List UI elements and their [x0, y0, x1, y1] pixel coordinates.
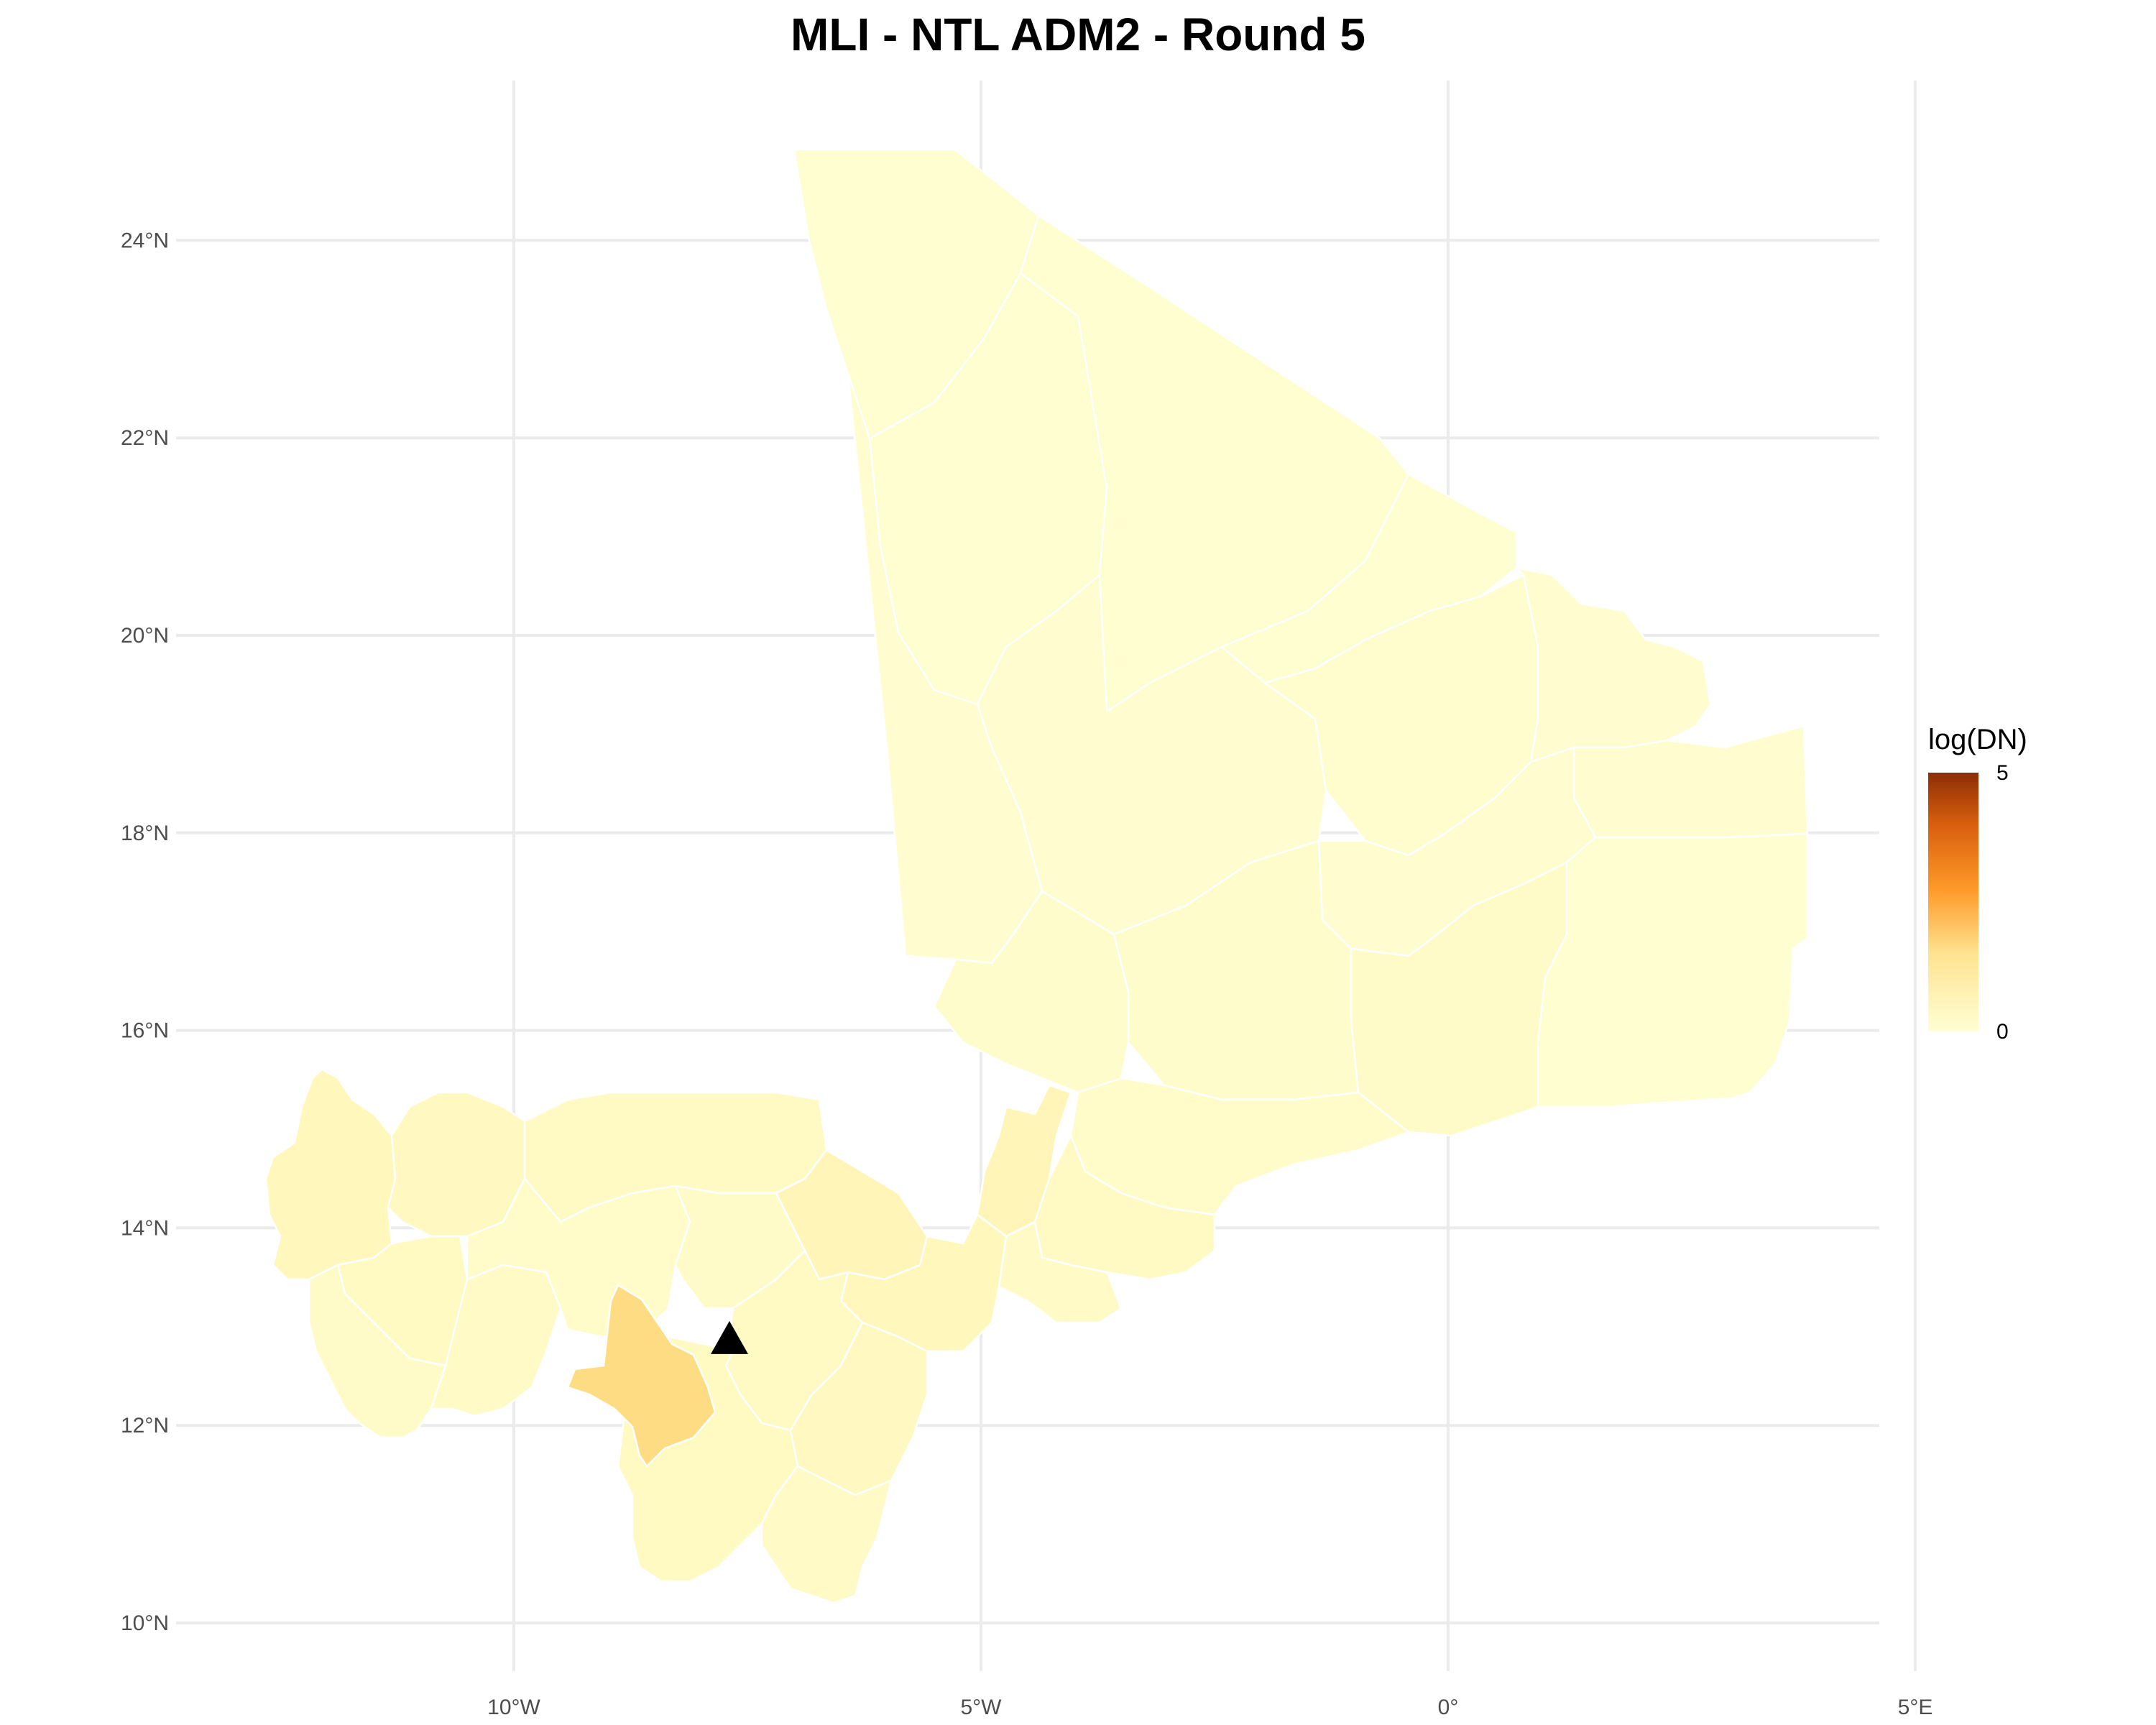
- y-axis-ticks: 24°N 22°N 20°N 18°N 16°N 14°N 12°N 10°N: [121, 229, 169, 1635]
- legend-min-label: 0: [1996, 1020, 2009, 1044]
- triangle-marker-icon: [711, 1320, 748, 1354]
- region-west-2: [387, 1091, 526, 1238]
- region-north-8: [1515, 566, 1712, 763]
- page-title: MLI - NTL ADM2 - Round 5: [791, 9, 1365, 60]
- marker-layer: [711, 1320, 748, 1354]
- x-tick-label: 10°W: [487, 1696, 540, 1719]
- legend-max-label: 5: [1996, 761, 2009, 785]
- y-tick-label: 14°N: [121, 1216, 169, 1240]
- region-south-7: [760, 1465, 893, 1604]
- legend-title: log(DN): [1928, 724, 2027, 755]
- y-tick-label: 16°N: [121, 1019, 169, 1043]
- region-center-3: [933, 890, 1130, 1094]
- region-bamako: [566, 1284, 717, 1468]
- y-tick-label: 24°N: [121, 229, 169, 252]
- region-east-3: [1537, 832, 1809, 1108]
- y-tick-label: 20°N: [121, 624, 169, 648]
- region-west-4: [308, 1264, 447, 1439]
- y-tick-label: 18°N: [121, 822, 169, 845]
- y-tick-label: 22°N: [121, 426, 169, 450]
- region-west-5: [430, 1264, 562, 1417]
- region-west-1: [264, 1068, 397, 1281]
- legend: log(DN) 5 0: [1928, 724, 2027, 1044]
- region-center-4: [1069, 1077, 1410, 1216]
- region-layer: [264, 148, 1809, 1604]
- x-tick-label: 5°E: [1898, 1696, 1933, 1719]
- x-tick-label: 5°W: [961, 1696, 1003, 1719]
- y-tick-label: 12°N: [121, 1414, 169, 1438]
- x-axis-ticks: 10°W 5°W 0° 5°E: [487, 1696, 1932, 1719]
- y-tick-label: 10°N: [121, 1611, 169, 1635]
- legend-colorbar: [1928, 773, 1978, 1031]
- x-tick-label: 0°: [1438, 1696, 1459, 1719]
